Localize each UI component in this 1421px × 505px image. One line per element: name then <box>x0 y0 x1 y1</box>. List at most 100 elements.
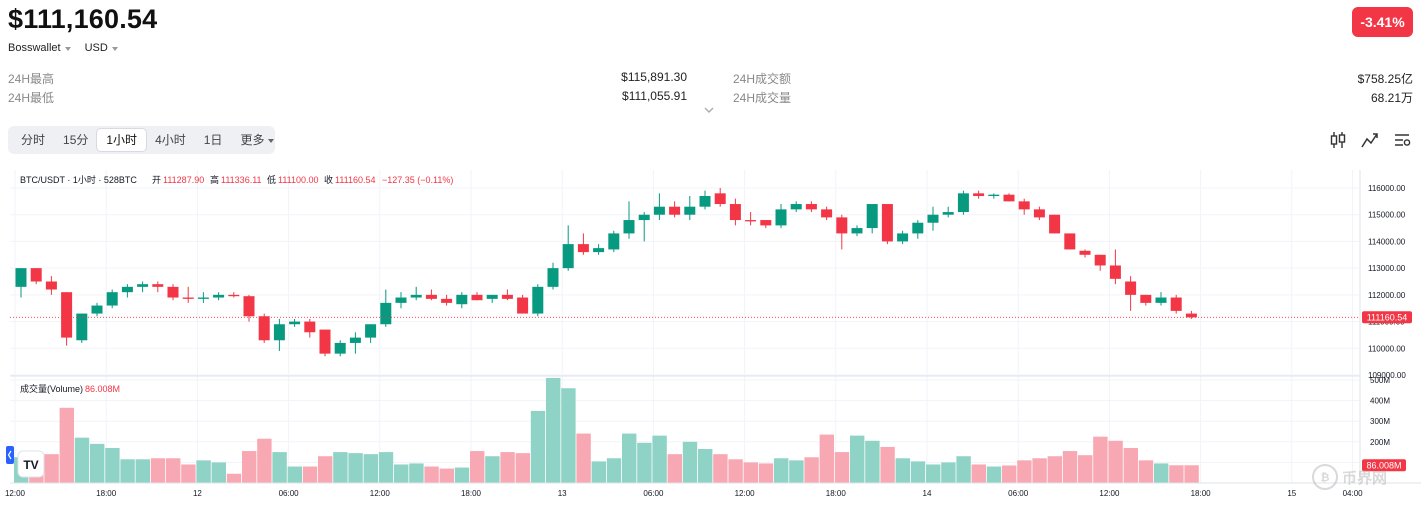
candle-body <box>1049 214 1061 234</box>
candle-body <box>228 294 240 297</box>
volume-bar <box>363 454 378 483</box>
collapse-tab[interactable] <box>6 446 14 464</box>
more-dropdown[interactable]: 更多 <box>231 129 283 151</box>
candle-body <box>1109 265 1121 279</box>
candle-body <box>258 316 270 341</box>
candle-body <box>547 268 559 287</box>
volume-bar <box>211 462 226 483</box>
volume-bar <box>333 452 348 483</box>
candle-body <box>669 206 681 215</box>
volume-bars <box>14 377 1199 483</box>
volume-bar <box>986 466 1002 483</box>
volume-bar <box>470 451 485 483</box>
candle-body <box>608 233 620 250</box>
time-tick-label: 18:00 <box>96 489 117 498</box>
time-tick-label: 04:00 <box>1343 489 1364 498</box>
expand-chevron-icon[interactable] <box>704 105 714 115</box>
volume-bar <box>713 454 728 483</box>
volume-bar <box>834 452 850 483</box>
candle-body <box>851 228 863 234</box>
candle-body <box>1185 313 1197 318</box>
candle-body <box>988 194 1000 197</box>
volume-bar <box>819 434 834 483</box>
tab-timeframe-line[interactable]: 分时 <box>21 133 46 147</box>
time-tick-label: 12:00 <box>735 489 756 498</box>
indicator-chart-icon[interactable] <box>1361 131 1379 149</box>
price-tick-label: 113000.00 <box>1368 264 1406 273</box>
candle-body <box>243 296 255 317</box>
candle-body <box>760 220 772 226</box>
volume-bar <box>196 460 211 483</box>
candle-body <box>653 206 665 215</box>
volume-tick-label: 500M <box>1370 376 1390 385</box>
time-tick-label: 13 <box>558 489 567 498</box>
volume-bar <box>90 443 105 483</box>
legend-low-label: 低 <box>267 174 276 185</box>
volume-bar <box>728 459 743 483</box>
more-label: 更多 <box>240 133 265 147</box>
volume-bar <box>652 435 667 483</box>
volume-bar <box>682 441 698 483</box>
volume-bar <box>743 462 758 483</box>
price-tick-label: 115000.00 <box>1368 211 1406 220</box>
candle-body <box>623 220 635 234</box>
price-tick-label: 110000.00 <box>1368 344 1406 353</box>
volume-bar <box>287 466 302 483</box>
candle-body <box>334 342 346 354</box>
tradingview-logo: TV <box>17 450 45 478</box>
candlestick-icon[interactable] <box>1329 131 1347 149</box>
tab-timeframe-1d[interactable]: 1日 <box>203 133 223 147</box>
candle-body <box>912 222 924 234</box>
candle-body <box>30 268 42 282</box>
tab-timeframe-15m[interactable]: 15分 <box>63 133 89 147</box>
time-tick-label: 12:00 <box>370 489 391 498</box>
candle-body <box>213 294 225 298</box>
tab-timeframe-4h[interactable]: 4小时 <box>155 133 186 147</box>
volume-tag: 86.008M <box>1362 459 1406 472</box>
settings-sliders-icon[interactable] <box>1393 131 1411 149</box>
currency-label: USD <box>84 42 108 54</box>
watermark-logo: ₿ 币界网 <box>1312 464 1387 490</box>
volume-bar <box>1138 460 1154 483</box>
legend-open: 111287.90 <box>163 175 204 185</box>
volume-bar <box>394 464 409 483</box>
tab-timeframe-1h[interactable]: 1小时 <box>97 129 147 151</box>
volume-bar <box>1169 465 1184 483</box>
volume-bar <box>865 440 880 483</box>
currency-dropdown[interactable]: USD <box>85 42 118 54</box>
volume-bar <box>318 456 333 483</box>
stat-24h-low-value: $111,055.91 <box>622 89 687 103</box>
candle-body <box>91 305 103 314</box>
volume-bar <box>956 456 971 483</box>
volume-bar <box>941 462 956 483</box>
volume-tick-label: 200M <box>1370 438 1390 447</box>
legend-open-label: 开 <box>152 175 161 185</box>
candlesticks <box>15 188 1197 357</box>
candle-body <box>456 294 468 305</box>
volume-bar <box>105 447 120 483</box>
candle-body <box>304 321 316 333</box>
volume-bar <box>181 464 196 483</box>
candle-body <box>699 196 711 207</box>
legend-high: 111336.11 <box>221 175 262 185</box>
candle-body <box>471 294 483 301</box>
volume-bar <box>1062 451 1078 483</box>
chevron-down-icon <box>64 46 71 51</box>
volume-bar <box>1184 465 1199 483</box>
legend-close-label: 收 <box>324 174 333 185</box>
candle-body <box>380 302 392 325</box>
candle-body <box>61 292 73 338</box>
candle-body <box>410 294 422 298</box>
volume-bar <box>378 452 394 483</box>
volume-bar <box>150 458 166 483</box>
candle-body <box>897 233 909 242</box>
last-price-tag: 111160.54 <box>1362 311 1412 324</box>
candle-body <box>395 297 407 303</box>
source-dropdown[interactable]: Bosswallet <box>8 42 71 54</box>
volume-legend: 成交量(Volume) 86.008M <box>20 383 120 394</box>
volume-bar <box>910 461 926 483</box>
candle-body <box>745 220 757 222</box>
volume-bar <box>804 457 819 483</box>
candle-body <box>836 217 848 234</box>
